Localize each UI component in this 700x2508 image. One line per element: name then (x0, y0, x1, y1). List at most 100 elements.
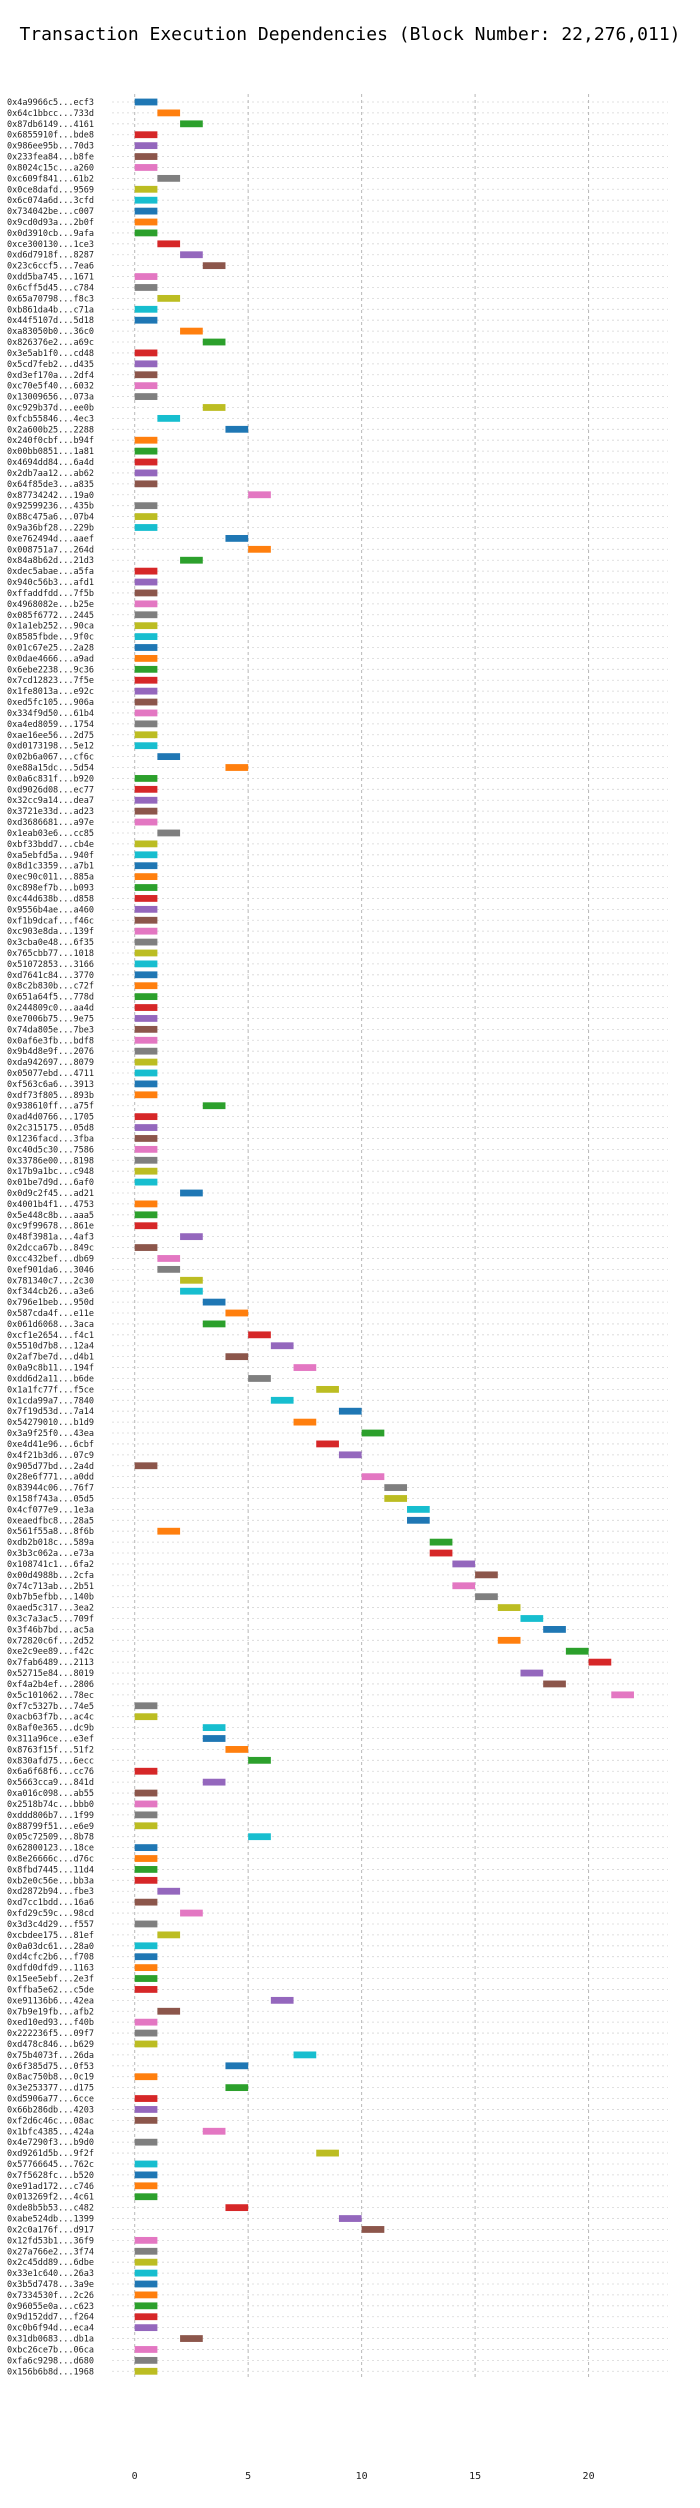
transaction-bar (270, 1342, 294, 1350)
y-tick-label: 0x0ce8dafd...9569 (7, 185, 94, 195)
transaction-bar (134, 2116, 158, 2124)
y-tick-label: 0x8585fbde...9f0c (7, 633, 94, 643)
transaction-bar (134, 1167, 158, 1175)
transaction-bar (134, 862, 158, 870)
transaction-bar (202, 1735, 226, 1742)
transaction-bar (248, 1331, 271, 1339)
y-tick-label: 0x05c72509...8b78 (7, 1833, 94, 1843)
transaction-bar (134, 502, 158, 510)
transaction-bar (134, 2236, 158, 2244)
transaction-bar (452, 1560, 476, 1568)
y-tick-label: 0xd9261d5b...9f2f (7, 2149, 94, 2159)
y-tick-label: 0x87db6149...4161 (7, 120, 94, 130)
transaction-bar (134, 687, 158, 695)
y-tick-label: 0x1a1eb252...90ca (7, 622, 94, 632)
transaction-bar (134, 1789, 158, 1797)
transaction-bar (134, 2367, 158, 2375)
x-tick-label: 20 (583, 2471, 595, 2482)
y-tick-label: 0xdd5ba745...1671 (7, 273, 94, 283)
y-tick-label: 0x240f0cbf...b94f (7, 436, 94, 446)
y-tick-label: 0xe7006b75...9e75 (7, 1014, 94, 1024)
y-tick-label: 0xa4ed8059...1754 (7, 720, 94, 730)
y-tick-label: 0xa016c098...ab55 (7, 1789, 94, 1799)
transaction-bar (361, 1473, 385, 1481)
transaction-bar (134, 873, 158, 881)
transaction-bar (180, 120, 203, 128)
y-tick-label: 0xd3ef170a...2df4 (7, 371, 94, 381)
y-tick-label: 0x2c45dd89...6dbe (7, 2258, 94, 2268)
y-tick-label: 0x940c56b3...afd1 (7, 578, 94, 588)
y-tick-label: 0x6f385d75...0f53 (7, 2062, 94, 2072)
y-tick-label: 0xed10ed93...f40b (7, 2018, 94, 2028)
y-tick-label: 0x5e448c8b...aaa5 (7, 1211, 94, 1221)
y-tick-label: 0x17b9a1bc...c948 (7, 1167, 94, 1177)
transaction-bar (134, 218, 158, 226)
y-tick-label: 0x48f3981a...4af3 (7, 1233, 94, 1243)
transaction-bar (543, 1680, 566, 1688)
transaction-bar (475, 1571, 498, 1579)
transaction-bar (134, 818, 158, 826)
y-tick-label: 0x9cd0d93a...2b0f (7, 218, 94, 228)
transaction-bar (134, 1822, 158, 1830)
y-tick-label: 0x6c074a6d...3cfd (7, 196, 94, 206)
y-tick-label: 0x9a36bf28...229b (7, 523, 94, 533)
y-tick-label: 0x33e1c640...26a3 (7, 2269, 94, 2279)
transaction-bar (384, 1495, 408, 1502)
y-tick-label: 0xb2e0c56e...bb3a (7, 1876, 94, 1886)
transaction-bar (134, 1178, 158, 1186)
y-tick-label: 0x02b6a067...cf6c (7, 753, 94, 763)
y-tick-label: 0x51072853...3166 (7, 960, 94, 970)
transaction-bar (180, 1909, 203, 1917)
transaction-bar (157, 1931, 181, 1939)
y-tick-label: 0x7b9e19fb...afb2 (7, 2007, 94, 2017)
y-tick-label: 0x3f46b7bd...ac5a (7, 1625, 94, 1635)
transaction-bar (134, 731, 158, 739)
transaction-bar (134, 1462, 158, 1470)
transaction-bar (134, 480, 158, 488)
y-tick-label: 0x7f19d53d...7a14 (7, 1407, 94, 1417)
transaction-bar (134, 382, 158, 390)
transaction-bar (497, 1604, 521, 1611)
transaction-bar (134, 655, 158, 662)
transaction-bar (157, 414, 181, 422)
transaction-bar (134, 284, 158, 291)
transaction-bar (202, 1778, 226, 1786)
transaction-bar (134, 1004, 158, 1011)
y-tick-label: 0x7f5628fc...b520 (7, 2171, 94, 2181)
y-tick-label: 0x92599236...435b (7, 502, 94, 512)
y-tick-label: 0x8d1c3359...a7b1 (7, 862, 94, 872)
transaction-bar (134, 742, 158, 750)
y-tick-label: 0x5cd7feb2...d435 (7, 360, 94, 370)
y-tick-label: 0x561f55a8...8f6b (7, 1527, 94, 1537)
y-tick-label: 0xe762494d...aaef (7, 534, 94, 544)
y-tick-label: 0x4694dd84...6a4d (7, 458, 94, 468)
y-tick-label: 0x32cc9a14...dea7 (7, 796, 94, 806)
transaction-bar (180, 556, 203, 564)
y-tick-label: 0x01c67e25...2a28 (7, 644, 94, 654)
transaction-bar (293, 1418, 317, 1426)
transaction-bar (225, 764, 249, 771)
transaction-bar (225, 2204, 249, 2212)
y-tick-label: 0x7334530f...2c26 (7, 2291, 94, 2301)
y-tick-label: 0x3c7a3ac5...709f (7, 1614, 94, 1624)
y-tick-label: 0x0d3910cb...9afa (7, 229, 94, 239)
y-tick-label: 0xacb63f7b...ac4c (7, 1713, 94, 1723)
transaction-bar (316, 2149, 339, 2157)
y-tick-label: 0x33786e00...8198 (7, 1156, 94, 1166)
y-tick-label: 0xb861da4b...c71a (7, 305, 94, 315)
y-tick-label: 0x8fbd7445...11d4 (7, 1865, 94, 1875)
transaction-bar (134, 884, 158, 891)
transaction-bar (134, 1124, 158, 1131)
transaction-bar (157, 829, 181, 837)
transaction-bar (134, 469, 158, 477)
transaction-bar (134, 349, 158, 357)
y-tick-label: 0xdb2b018c...589a (7, 1538, 94, 1548)
y-tick-label: 0x75b4073f...26da (7, 2051, 94, 2061)
transaction-bar (134, 1800, 158, 1808)
y-tick-label: 0xe91136b6...42ea (7, 1996, 94, 2006)
y-tick-label: 0x00d4988b...2cfa (7, 1571, 94, 1581)
y-tick-label: 0x158f743a...05d5 (7, 1494, 94, 1504)
y-tick-label: 0x3e253377...d175 (7, 2084, 94, 2094)
y-tick-label: 0xc903e8da...139f (7, 927, 94, 937)
